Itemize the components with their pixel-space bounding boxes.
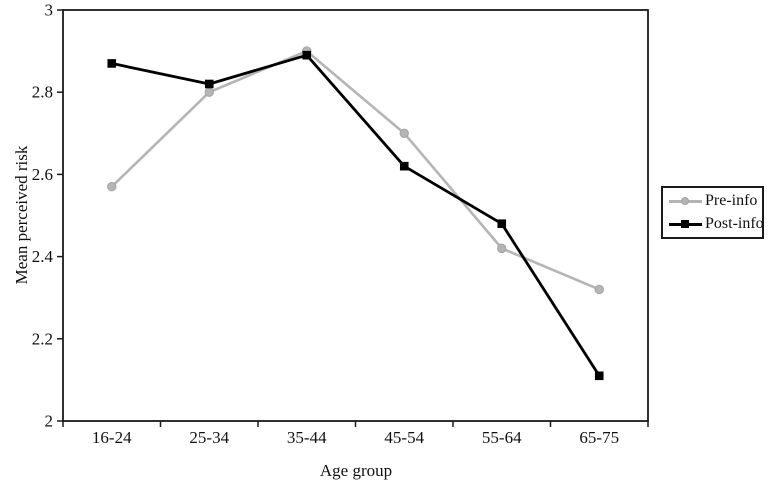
legend-label-post-info: Post-info (705, 214, 764, 232)
data-point-marker (107, 182, 117, 192)
pre-info-line (110, 49, 601, 291)
y-axis: 2 2.2 2.4 2.6 2.8 3 (32, 1, 63, 431)
post-info-line-sample (669, 219, 702, 229)
data-point-marker (204, 87, 214, 97)
x-tick-label: 65-75 (579, 428, 619, 447)
series-pre-info (107, 46, 604, 295)
series-post-info (107, 50, 604, 381)
y-tick-label: 2 (45, 412, 54, 431)
x-tick-label: 45-54 (384, 428, 424, 447)
pre-info-line-sample (669, 196, 702, 206)
data-point-marker (497, 219, 507, 229)
y-tick-label: 2.4 (32, 247, 54, 266)
data-point-marker (107, 59, 117, 68)
legend: Pre-info Post-info (661, 186, 764, 239)
y-tick-label: 2.8 (32, 83, 53, 102)
x-tick-label: 35-44 (287, 428, 327, 447)
x-axis-title: Age group (319, 461, 393, 480)
y-tick-label: 2.2 (32, 329, 53, 348)
circle-marker-icon (681, 197, 689, 206)
data-point-marker (399, 161, 409, 171)
legend-item-pre-info: Pre-info (669, 190, 762, 213)
data-point-marker (399, 128, 409, 139)
y-tick-label: 2.6 (32, 165, 53, 184)
data-point-marker (594, 284, 604, 295)
x-tick-label: 55-64 (482, 428, 522, 447)
legend-label-pre-info: Pre-info (705, 192, 758, 210)
post-info-line (110, 53, 601, 378)
y-axis-title: Mean perceived risk (12, 145, 31, 285)
square-marker-icon (681, 219, 689, 228)
x-axis: 16-24 25-34 35-44 45-54 55-64 65-75 (62, 421, 649, 447)
x-tick-label: 25-34 (189, 428, 229, 447)
y-tick-label: 3 (45, 1, 54, 20)
data-point-marker (594, 371, 604, 381)
data-point-marker (204, 79, 214, 89)
data-point-marker (497, 243, 507, 254)
data-point-marker (302, 50, 312, 60)
legend-item-post-info: Post-info (669, 213, 764, 236)
x-tick-label: 16-24 (92, 428, 132, 447)
